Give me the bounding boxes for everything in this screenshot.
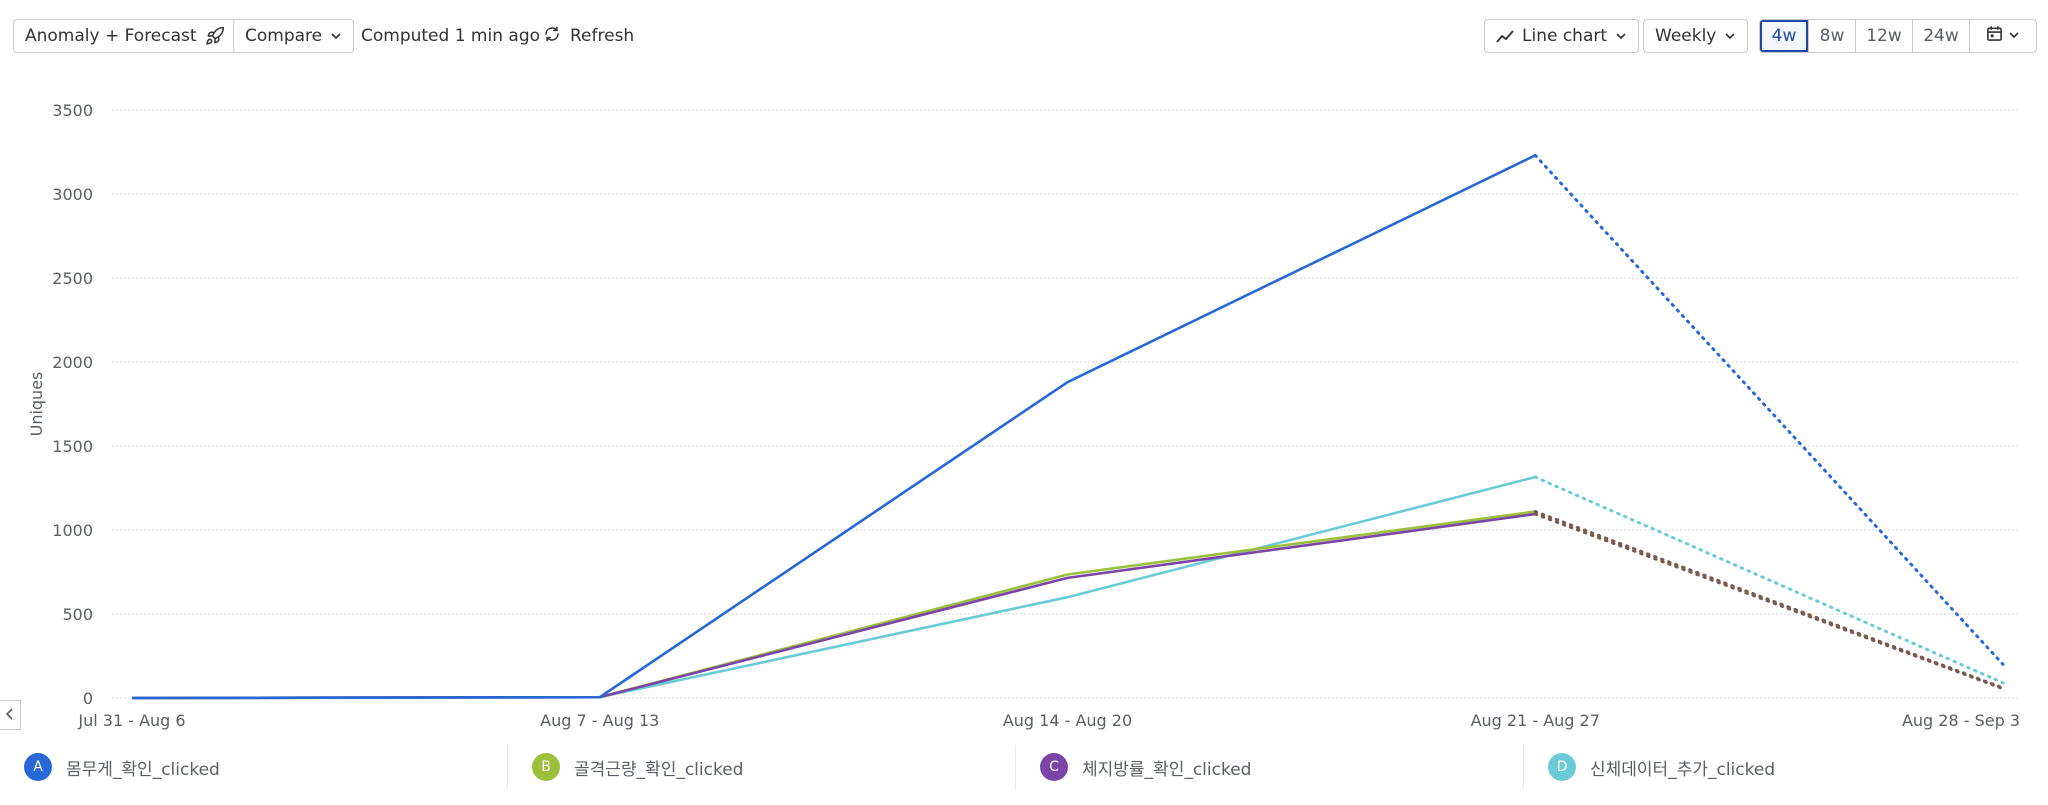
forecast-line-d (1533, 475, 2005, 685)
compare-dropdown[interactable]: Compare (233, 19, 355, 53)
custom-range-button[interactable] (1969, 20, 2036, 52)
y-tick-label: 1500 (52, 437, 93, 456)
anomaly-forecast-label: Anomaly + Forecast (25, 26, 197, 46)
legend-badge-d: D (1548, 753, 1576, 781)
interval-label: Weekly (1655, 26, 1717, 46)
series-line-c (131, 512, 1536, 700)
chevron-down-icon (1724, 30, 1736, 42)
legend-item-a[interactable]: A 몸무게_확인_clicked (0, 745, 508, 789)
line-chart-icon (1496, 28, 1514, 44)
chart-toolbar: Anomaly + Forecast Compare Computed 1 mi… (0, 0, 2048, 72)
range-24w-button[interactable]: 24w (1912, 20, 1969, 52)
rocket-icon (205, 26, 225, 46)
chart-legend: A 몸무게_확인_clicked B 골격근량_확인_clicked C 체지방… (0, 745, 2048, 789)
chevron-down-icon (1615, 30, 1627, 42)
legend-badge-c: C (1040, 753, 1068, 781)
x-tick-label: Jul 31 - Aug 6 (77, 711, 185, 730)
legend-label-a: 몸무게_확인_clicked (66, 759, 220, 780)
chart-type-dropdown[interactable]: Line chart (1484, 19, 1640, 53)
date-range-selector: 4w 8w 12w 24w (1759, 19, 2037, 53)
forecast-line-a (1533, 153, 2005, 666)
line-chart: 0 500 1000 1500 2000 2500 3000 3500 Uniques Jul 3… (27, 101, 2020, 730)
series-line-a (131, 154, 1536, 700)
legend-item-d[interactable]: D 신체데이터_추가_clicked (1524, 745, 2032, 789)
y-tick-label: 500 (62, 605, 93, 624)
computed-text: Computed 1 min ago (361, 26, 541, 46)
refresh-icon (543, 25, 561, 48)
x-tick-label: Aug 28 - Sep 3 (1902, 711, 2020, 730)
legend-badge-b: B (532, 753, 560, 781)
legend-label-b: 골격근량_확인_clicked (574, 759, 744, 780)
collapse-panel-button[interactable] (0, 700, 21, 730)
y-axis-label: Uniques (27, 372, 46, 437)
chevron-left-icon (5, 706, 15, 725)
x-tick-label: Aug 14 - Aug 20 (1003, 711, 1132, 730)
chevron-down-icon (2008, 26, 2020, 46)
y-tick-label: 0 (83, 689, 93, 708)
range-12w-button[interactable]: 12w (1855, 20, 1912, 52)
y-tick-label: 1000 (52, 521, 93, 540)
legend-label-d: 신체데이터_추가_clicked (1590, 759, 1776, 780)
legend-label-c: 체지방률_확인_clicked (1082, 759, 1252, 780)
calendar-icon (1986, 25, 2003, 47)
legend-item-c[interactable]: C 체지방률_확인_clicked (1016, 745, 1524, 789)
y-tick-label: 2500 (52, 269, 93, 288)
refresh-button[interactable]: Refresh (543, 19, 634, 53)
y-tick-label: 3000 (52, 185, 93, 204)
computed-status: Computed 1 min ago (361, 19, 540, 53)
refresh-label: Refresh (570, 26, 635, 46)
legend-badge-a: A (24, 753, 52, 781)
range-4w-button[interactable]: 4w (1760, 20, 1808, 52)
series-line-d (131, 475, 1536, 700)
chevron-down-icon (330, 30, 342, 42)
chart-type-label: Line chart (1522, 26, 1608, 46)
x-tick-label: Aug 7 - Aug 13 (540, 711, 659, 730)
y-tick-label: 3500 (52, 101, 93, 120)
x-tick-label: Aug 21 - Aug 27 (1471, 711, 1600, 730)
anomaly-forecast-button[interactable]: Anomaly + Forecast (13, 19, 237, 53)
legend-item-b[interactable]: B 골격근량_확인_clicked (508, 745, 1016, 789)
forecast-line-c (1533, 512, 2005, 691)
interval-dropdown[interactable]: Weekly (1643, 19, 1749, 53)
range-8w-button[interactable]: 8w (1808, 20, 1855, 52)
forecast-line-b (1533, 510, 2005, 690)
compare-label: Compare (245, 26, 323, 46)
y-tick-label: 2000 (52, 353, 93, 372)
